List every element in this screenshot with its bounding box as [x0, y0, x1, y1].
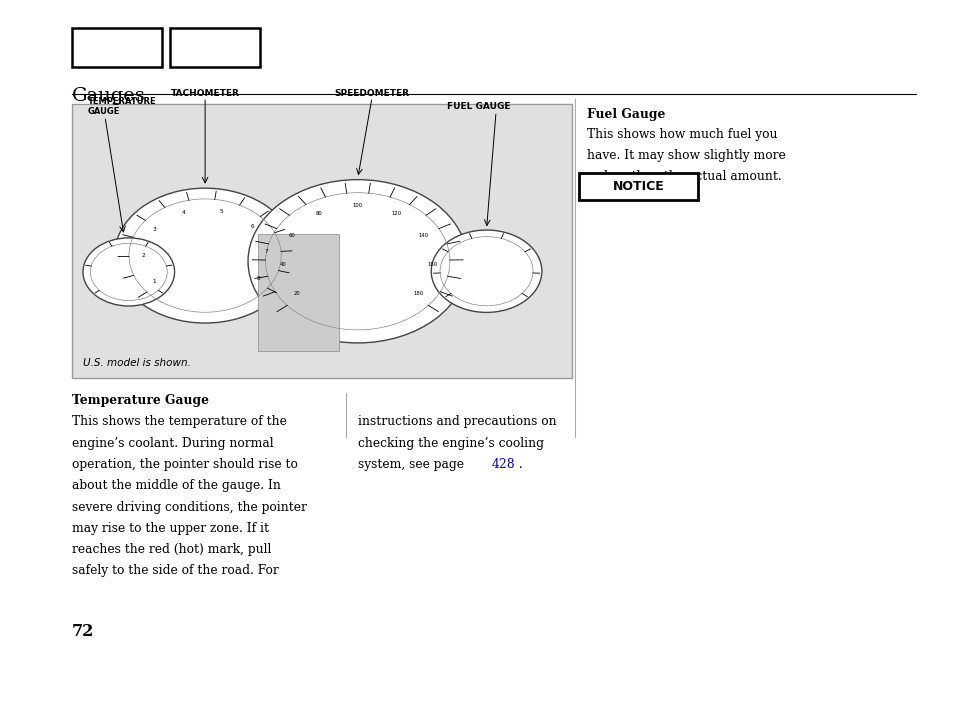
Bar: [257, 234, 338, 351]
Text: 120: 120: [391, 212, 401, 217]
Text: Fuel Gauge: Fuel Gauge: [586, 108, 664, 121]
Text: 6: 6: [251, 224, 253, 229]
Text: 1: 1: [152, 280, 156, 285]
Text: checking the engine’s cooling: checking the engine’s cooling: [357, 437, 543, 449]
Text: FUEL GAUGE: FUEL GAUGE: [446, 102, 510, 111]
Text: NOTICE: NOTICE: [612, 180, 664, 193]
Circle shape: [83, 238, 174, 306]
Text: 20: 20: [293, 290, 299, 295]
Text: 3: 3: [152, 226, 156, 231]
Text: have. It may show slightly more: have. It may show slightly more: [586, 149, 784, 162]
Text: 140: 140: [418, 233, 429, 238]
Text: system, see page: system, see page: [357, 458, 467, 471]
Text: This shows the temperature of the: This shows the temperature of the: [71, 415, 286, 428]
Text: reaches the red (hot) mark, pull: reaches the red (hot) mark, pull: [71, 543, 271, 556]
Bar: [71, 104, 572, 378]
Text: about the middle of the gauge. In: about the middle of the gauge. In: [71, 479, 280, 492]
Text: may rise to the upper zone. If it: may rise to the upper zone. If it: [71, 522, 268, 535]
Text: This shows how much fuel you: This shows how much fuel you: [586, 128, 777, 141]
Text: 160: 160: [427, 263, 436, 268]
Text: 8: 8: [256, 276, 260, 281]
Circle shape: [114, 188, 295, 323]
Text: TACHOMETER: TACHOMETER: [171, 89, 239, 98]
Text: 80: 80: [315, 212, 322, 217]
Text: operation, the pointer should rise to: operation, the pointer should rise to: [71, 458, 297, 471]
Text: SPEEDOMETER: SPEEDOMETER: [335, 89, 409, 98]
Text: or less than the actual amount.: or less than the actual amount.: [586, 170, 781, 183]
Text: severe driving conditions, the pointer: severe driving conditions, the pointer: [71, 501, 306, 513]
Text: 40: 40: [279, 263, 287, 268]
Text: instructions and precautions on: instructions and precautions on: [357, 415, 556, 428]
Text: 5: 5: [219, 209, 223, 214]
Text: 428: 428: [491, 458, 515, 471]
Bar: [578, 173, 698, 200]
Text: 180: 180: [414, 290, 423, 295]
Text: Gauges: Gauges: [71, 87, 145, 104]
Text: safely to the side of the road. For: safely to the side of the road. For: [71, 564, 278, 577]
Text: 72: 72: [71, 623, 93, 640]
Circle shape: [431, 230, 541, 312]
Text: 4: 4: [182, 210, 186, 215]
Bar: [170, 28, 260, 67]
Text: U.S. model is shown.: U.S. model is shown.: [83, 358, 191, 368]
Text: Temperature Gauge: Temperature Gauge: [71, 394, 209, 407]
Text: 2: 2: [141, 253, 145, 258]
Text: .: .: [515, 458, 522, 471]
Text: 100: 100: [353, 203, 362, 208]
Text: 7: 7: [264, 249, 268, 254]
Text: TEMPERATURE
GAUGE: TEMPERATURE GAUGE: [88, 97, 156, 116]
Text: 60: 60: [288, 233, 294, 238]
Text: engine’s coolant. During normal: engine’s coolant. During normal: [71, 437, 273, 449]
Circle shape: [248, 180, 467, 343]
Bar: [71, 28, 162, 67]
